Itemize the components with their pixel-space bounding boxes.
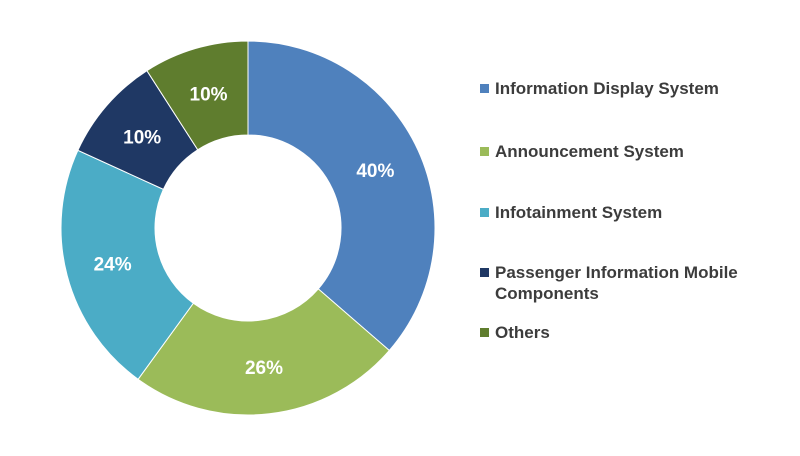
slice-label-1: 26% bbox=[245, 358, 283, 379]
legend-swatch-1 bbox=[480, 147, 489, 156]
legend-swatch-0 bbox=[480, 84, 489, 93]
slice-label-2: 24% bbox=[94, 255, 132, 276]
slices-group bbox=[60, 40, 436, 416]
legend-item-0: Information Display System bbox=[480, 78, 780, 99]
legend-label-1: Announcement System bbox=[495, 142, 684, 161]
legend-label-3: Passenger Information Mobile Components bbox=[495, 263, 738, 303]
legend-item-2: Infotainment System bbox=[480, 202, 780, 223]
legend-label-0: Information Display System bbox=[495, 79, 719, 98]
legend-item-3: Passenger Information Mobile Components bbox=[480, 262, 780, 304]
legend-swatch-4 bbox=[480, 328, 489, 337]
legend-label-4: Others bbox=[495, 323, 550, 342]
slice-labels-group: 40% 26% 24% 10% 10% bbox=[94, 85, 395, 379]
legend-label-2: Infotainment System bbox=[495, 203, 663, 222]
slice-label-4: 10% bbox=[190, 85, 228, 106]
donut-slice-4 bbox=[146, 40, 249, 151]
slice-label-0: 40% bbox=[356, 161, 394, 182]
donut-slice-0 bbox=[247, 40, 436, 352]
slice-label-3: 10% bbox=[123, 127, 161, 148]
legend-swatch-3 bbox=[480, 268, 489, 277]
legend-item-1: Announcement System bbox=[480, 141, 780, 162]
donut-slice-2 bbox=[60, 149, 195, 380]
legend-item-4: Others bbox=[480, 322, 780, 343]
donut-slice-1 bbox=[137, 288, 391, 416]
legend-swatch-2 bbox=[480, 208, 489, 217]
